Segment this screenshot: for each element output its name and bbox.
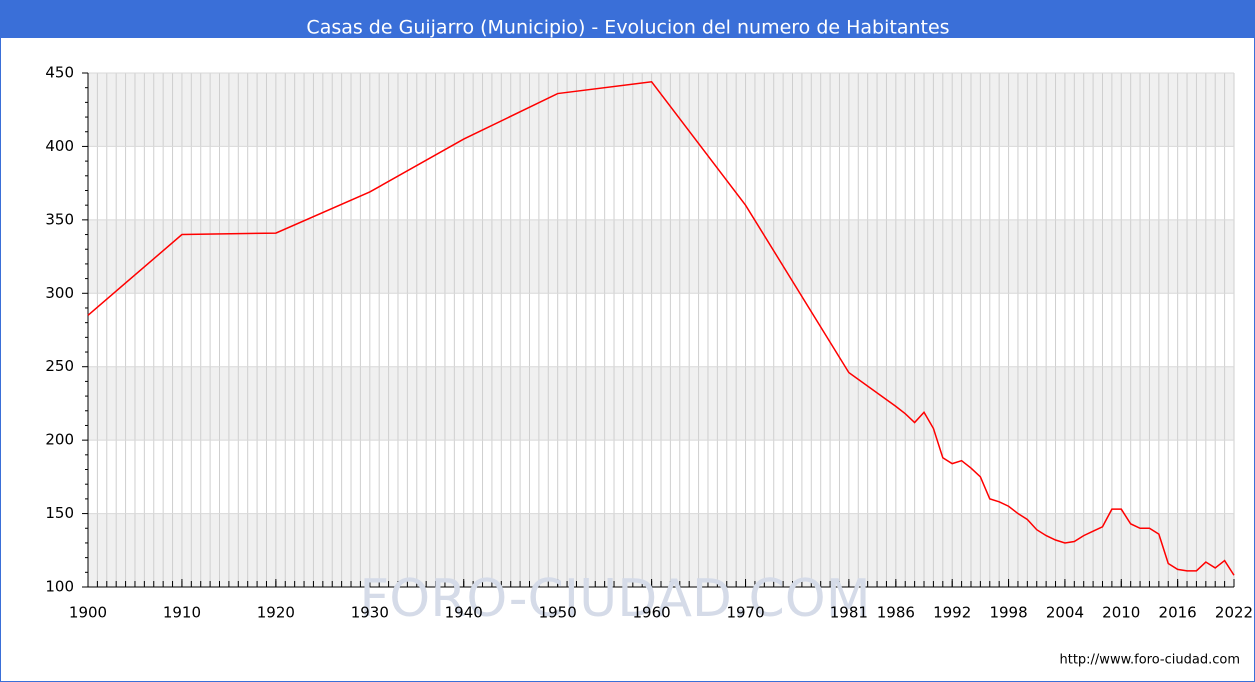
data-line — [87, 81, 1235, 576]
x-tick-label: 1992 — [933, 604, 971, 622]
x-tick-label: 2004 — [1046, 604, 1084, 622]
grid — [82, 72, 1235, 588]
y-tick-label: 250 — [45, 357, 74, 375]
y-tick-label: 350 — [45, 210, 74, 228]
x-tick-label: 1960 — [633, 604, 671, 622]
y-tick-label: 100 — [45, 578, 74, 596]
x-tick-label: 1930 — [351, 604, 389, 622]
y-tick-label: 200 — [45, 431, 74, 449]
marks — [87, 81, 1235, 576]
watermark: FORO-CIUDAD.COM — [359, 569, 870, 629]
title-bar — [0, 0, 1255, 38]
y-tick-label: 400 — [45, 137, 74, 155]
x-tick-label: 1981 — [830, 604, 868, 622]
source: http://www.foro-ciudad.com — [1059, 653, 1240, 668]
x-tick-label: 1900 — [69, 604, 107, 622]
chart-title: Casas de Guijarro (Municipio) - Evolucio… — [306, 17, 949, 39]
x-tick-label: 1970 — [726, 604, 764, 622]
x-tick-label: 1986 — [877, 604, 915, 622]
x-tick-label: 1910 — [163, 604, 201, 622]
x-tick-label: 1940 — [445, 604, 483, 622]
y-tick-label: 300 — [45, 284, 74, 302]
x-tick-label: 1920 — [257, 604, 295, 622]
x-tick-label: 2022 — [1215, 604, 1253, 622]
y-tick-label: 150 — [45, 504, 74, 522]
y-tick-label: 450 — [45, 64, 74, 82]
x-tick-label: 2010 — [1102, 604, 1140, 622]
x-tick-label: 2016 — [1159, 604, 1197, 622]
x-tick-label: 1950 — [539, 604, 577, 622]
x-tick-label: 1998 — [989, 604, 1027, 622]
